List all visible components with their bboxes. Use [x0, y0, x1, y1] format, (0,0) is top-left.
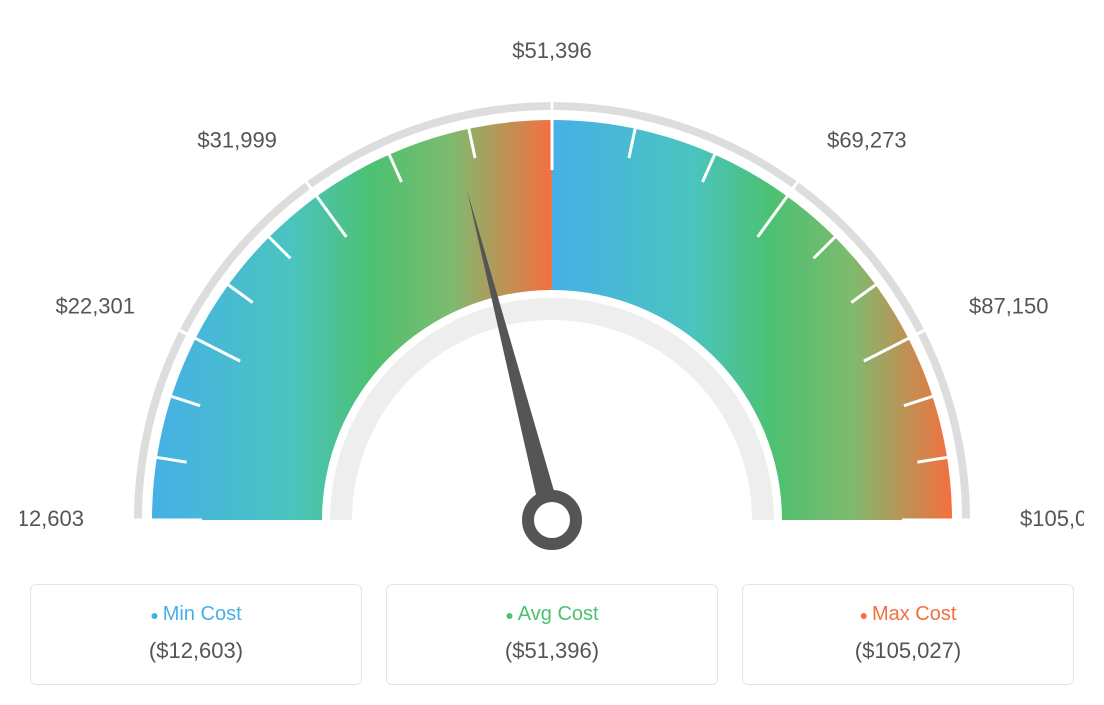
cost-gauge-chart: $12,603 $22,301 $31,999 $51,396 $69,273 $87,1… — [20, 20, 1084, 685]
gauge-scale-label: $87,150 — [969, 294, 1049, 319]
gauge-scale-label: $12,603 — [20, 506, 84, 531]
legend-max-value: ($105,027) — [755, 638, 1061, 664]
legend-min-label: Min Cost — [43, 603, 349, 626]
gauge-hub — [528, 496, 576, 544]
legend-row: Min Cost ($12,603) Avg Cost ($51,396) Ma… — [20, 584, 1084, 685]
gauge-scale-label: $69,273 — [827, 127, 907, 152]
gauge-scale-label: $51,396 — [512, 38, 592, 63]
gauge-scale-label: $31,999 — [197, 127, 277, 152]
legend-avg-value: ($51,396) — [399, 638, 705, 664]
gauge-scale-label: $22,301 — [55, 294, 135, 319]
legend-card-min: Min Cost ($12,603) — [30, 584, 362, 685]
legend-min-value: ($12,603) — [43, 638, 349, 664]
legend-avg-label: Avg Cost — [399, 603, 705, 626]
gauge-scale-label: $105,027 — [1020, 506, 1084, 531]
legend-card-avg: Avg Cost ($51,396) — [386, 584, 718, 685]
legend-max-label: Max Cost — [755, 603, 1061, 626]
gauge-svg: $12,603 $22,301 $31,999 $51,396 $69,273 $87,1… — [20, 20, 1084, 560]
legend-card-max: Max Cost ($105,027) — [742, 584, 1074, 685]
